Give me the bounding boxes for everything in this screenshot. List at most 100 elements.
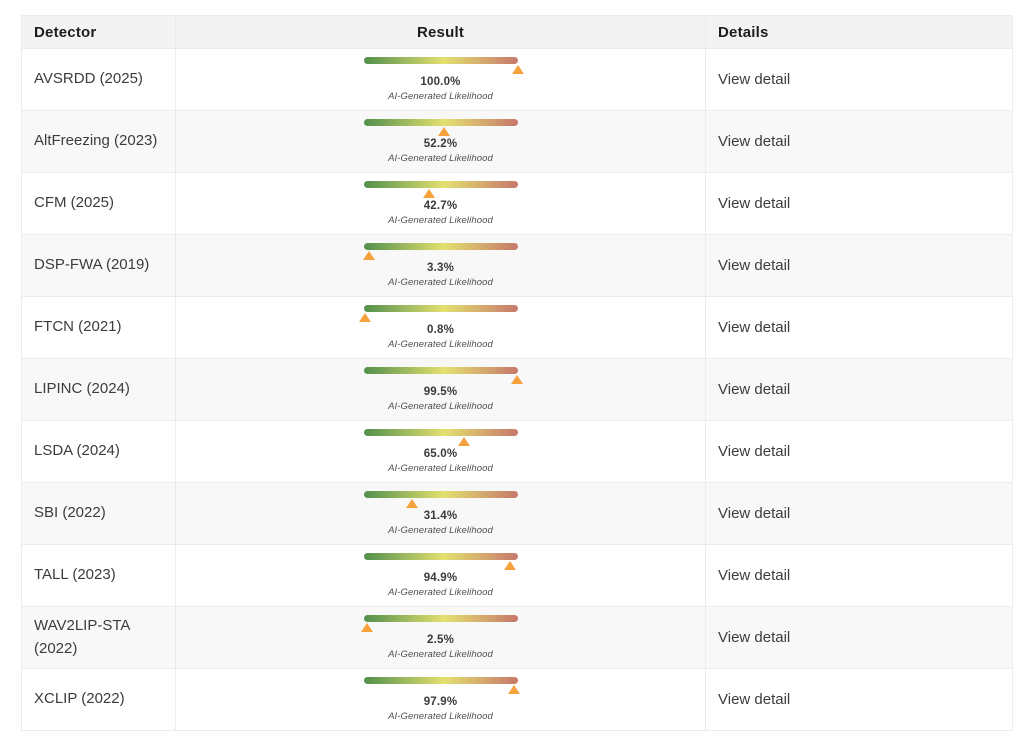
table-row: CFM (2025) 42.7% AI-Generated Likelihood… <box>21 172 1013 235</box>
details-cell: View detail <box>705 606 1013 669</box>
likelihood-gauge: 2.5% AI-Generated Likelihood <box>361 615 518 660</box>
likelihood-marker-icon <box>423 189 436 198</box>
likelihood-percent: 3.3% <box>426 262 454 274</box>
likelihood-gradient-bar <box>363 677 518 684</box>
likelihood-gradient-bar <box>363 491 518 498</box>
table-row: AltFreezing (2023) 52.2% AI-Generated Li… <box>21 110 1013 173</box>
detector-name: AltFreezing (2023) <box>21 110 176 173</box>
likelihood-sublabel: AI-Generated Likelihood <box>388 339 493 350</box>
likelihood-percent: 65.0% <box>423 448 458 460</box>
likelihood-marker-track <box>364 498 518 508</box>
likelihood-sublabel: AI-Generated Likelihood <box>388 401 493 412</box>
result-cell: 2.5% AI-Generated Likelihood <box>175 606 706 669</box>
likelihood-marker-track <box>364 374 523 384</box>
view-detail-link[interactable]: View detail <box>718 567 791 584</box>
likelihood-gradient-bar <box>363 57 518 64</box>
details-cell: View detail <box>705 110 1013 173</box>
likelihood-marker-icon <box>362 251 375 260</box>
likelihood-marker-icon <box>511 65 524 74</box>
likelihood-marker-icon <box>361 623 374 632</box>
result-cell: 42.7% AI-Generated Likelihood <box>175 172 706 235</box>
detector-name: TALL (2023) <box>21 544 176 607</box>
table-row: LIPINC (2024) 99.5% AI-Generated Likelih… <box>21 358 1013 421</box>
detector-name: CFM (2025) <box>21 172 176 235</box>
likelihood-gauge: 52.2% AI-Generated Likelihood <box>363 119 518 164</box>
likelihood-marker-track <box>364 436 518 446</box>
likelihood-sublabel: AI-Generated Likelihood <box>388 215 493 226</box>
likelihood-marker-icon <box>503 561 516 570</box>
result-cell: 52.2% AI-Generated Likelihood <box>175 110 706 173</box>
likelihood-sublabel: AI-Generated Likelihood <box>388 525 493 536</box>
likelihood-marker-track <box>364 64 524 74</box>
table-row: XCLIP (2022) 97.9% AI-Generated Likeliho… <box>21 668 1013 731</box>
result-cell: 65.0% AI-Generated Likelihood <box>175 420 706 483</box>
view-detail-link[interactable]: View detail <box>718 133 791 150</box>
detector-results-table: Detector Result Details AVSRDD (2025) 10… <box>21 15 1013 731</box>
result-cell: 97.9% AI-Generated Likelihood <box>175 668 706 731</box>
likelihood-percent: 42.7% <box>423 200 458 212</box>
view-detail-link[interactable]: View detail <box>718 195 791 212</box>
result-cell: 31.4% AI-Generated Likelihood <box>175 482 706 545</box>
likelihood-percent: 100.0% <box>420 76 461 88</box>
likelihood-gauge: 42.7% AI-Generated Likelihood <box>363 181 518 226</box>
likelihood-marker-track <box>364 560 518 570</box>
view-detail-link[interactable]: View detail <box>718 381 791 398</box>
table-row: WAV2LIP-STA (2022) 2.5% AI-Generated Lik… <box>21 606 1013 669</box>
result-cell: 94.9% AI-Generated Likelihood <box>175 544 706 607</box>
view-detail-link[interactable]: View detail <box>718 691 791 708</box>
likelihood-percent: 52.2% <box>423 138 458 150</box>
detector-name: DSP-FWA (2019) <box>21 234 176 297</box>
likelihood-percent: 31.4% <box>423 510 458 522</box>
likelihood-marker-track <box>362 250 518 260</box>
table-row: TALL (2023) 94.9% AI-Generated Likelihoo… <box>21 544 1013 607</box>
likelihood-percent: 99.5% <box>423 386 458 398</box>
details-cell: View detail <box>705 544 1013 607</box>
details-cell: View detail <box>705 234 1013 297</box>
view-detail-link[interactable]: View detail <box>718 443 791 460</box>
likelihood-gradient-bar <box>363 119 518 126</box>
likelihood-gradient-bar <box>363 181 518 188</box>
result-cell: 0.8% AI-Generated Likelihood <box>175 296 706 359</box>
likelihood-marker-icon <box>508 685 521 694</box>
view-detail-link[interactable]: View detail <box>718 505 791 522</box>
view-detail-link[interactable]: View detail <box>718 257 791 274</box>
table-row: DSP-FWA (2019) 3.3% AI-Generated Likelih… <box>21 234 1013 297</box>
detector-name: AVSRDD (2025) <box>21 48 176 111</box>
details-cell: View detail <box>705 482 1013 545</box>
likelihood-marker-icon <box>510 375 523 384</box>
likelihood-percent: 94.9% <box>423 572 458 584</box>
likelihood-percent: 2.5% <box>426 634 454 646</box>
likelihood-sublabel: AI-Generated Likelihood <box>388 91 493 102</box>
table-row: SBI (2022) 31.4% AI-Generated Likelihood… <box>21 482 1013 545</box>
likelihood-gauge: 99.5% AI-Generated Likelihood <box>363 367 523 412</box>
likelihood-marker-icon <box>358 313 371 322</box>
table-row: LSDA (2024) 65.0% AI-Generated Likelihoo… <box>21 420 1013 483</box>
view-detail-link[interactable]: View detail <box>718 319 791 336</box>
details-cell: View detail <box>705 296 1013 359</box>
detector-name: WAV2LIP-STA (2022) <box>21 606 176 669</box>
details-cell: View detail <box>705 172 1013 235</box>
likelihood-gradient-bar <box>363 615 518 622</box>
details-cell: View detail <box>705 358 1013 421</box>
likelihood-percent: 0.8% <box>426 324 454 336</box>
view-detail-link[interactable]: View detail <box>718 71 791 88</box>
likelihood-marker-icon <box>405 499 418 508</box>
likelihood-gauge: 31.4% AI-Generated Likelihood <box>363 491 518 536</box>
result-cell: 99.5% AI-Generated Likelihood <box>175 358 706 421</box>
likelihood-gradient-bar <box>363 305 518 312</box>
table-row: FTCN (2021) 0.8% AI-Generated Likelihood… <box>21 296 1013 359</box>
likelihood-gauge: 3.3% AI-Generated Likelihood <box>362 243 518 288</box>
detector-name: LIPINC (2024) <box>21 358 176 421</box>
likelihood-marker-track <box>364 684 521 694</box>
likelihood-marker-track <box>364 188 518 198</box>
header-result: Result <box>175 15 706 49</box>
likelihood-gradient-bar <box>363 429 518 436</box>
likelihood-marker-icon <box>437 127 450 136</box>
details-cell: View detail <box>705 668 1013 731</box>
likelihood-marker-track <box>364 126 518 136</box>
view-detail-link[interactable]: View detail <box>718 629 791 646</box>
likelihood-sublabel: AI-Generated Likelihood <box>388 277 493 288</box>
detector-name: SBI (2022) <box>21 482 176 545</box>
table-header: Detector Result Details <box>21 15 1013 49</box>
likelihood-gauge: 97.9% AI-Generated Likelihood <box>363 677 521 722</box>
